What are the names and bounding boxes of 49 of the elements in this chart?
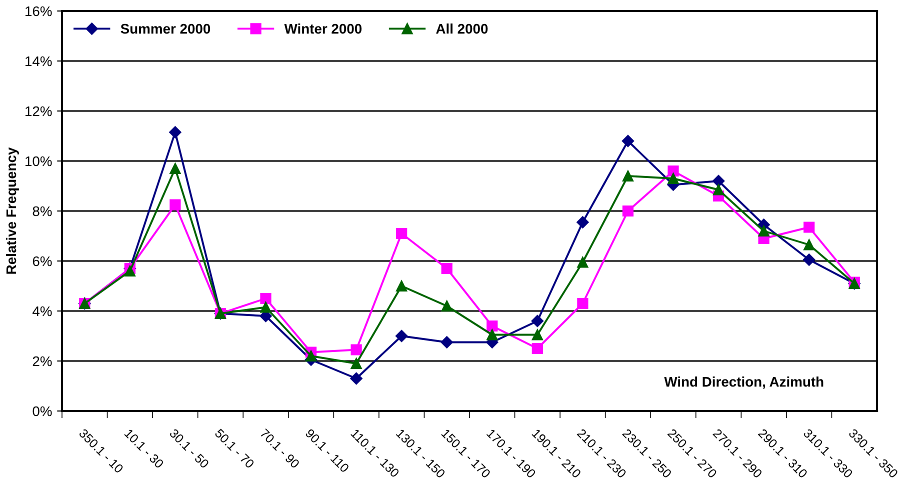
point [577,298,588,310]
y-tick-label: 14% [26,56,52,66]
point [350,344,362,356]
point [395,330,408,342]
point [622,134,634,148]
point [396,228,408,240]
point [486,320,498,332]
point [622,170,634,182]
legend-label: Winter 2000 [284,24,362,34]
y-tick-label: 8% [32,206,52,216]
point [260,302,272,313]
point [124,265,136,277]
point [350,372,362,385]
point [622,205,634,217]
point [531,314,544,328]
point [440,336,453,348]
legend-label: Summer 2000 [120,24,210,34]
y-tick-label: 0% [32,406,52,416]
point [668,172,679,184]
point [260,292,272,304]
legend-label: All 2000 [436,24,488,34]
y-tick-label: 10% [26,156,52,166]
point [712,174,725,188]
point [441,300,452,312]
point [486,329,498,340]
point [350,358,362,370]
point [532,342,543,354]
y-axis-title: Relative Frequency [6,147,19,274]
point [804,239,815,250]
point [668,165,679,177]
point [170,162,181,174]
point [802,254,816,266]
y-tick-label: 2% [32,356,52,366]
y-tick-label: 4% [32,306,52,316]
point [758,225,770,237]
point [396,280,408,292]
point [712,184,724,196]
point [441,262,452,274]
point [532,329,543,340]
point [169,126,182,138]
y-tick-label: 12% [26,106,52,116]
point [577,256,588,268]
y-tick-label: 16% [26,6,52,16]
point [170,199,181,210]
y-tick-label: 6% [32,256,52,266]
x-axis-title: Wind Direction, Azimuth [664,376,824,389]
point [804,222,815,233]
point [576,216,589,228]
point [305,350,317,362]
